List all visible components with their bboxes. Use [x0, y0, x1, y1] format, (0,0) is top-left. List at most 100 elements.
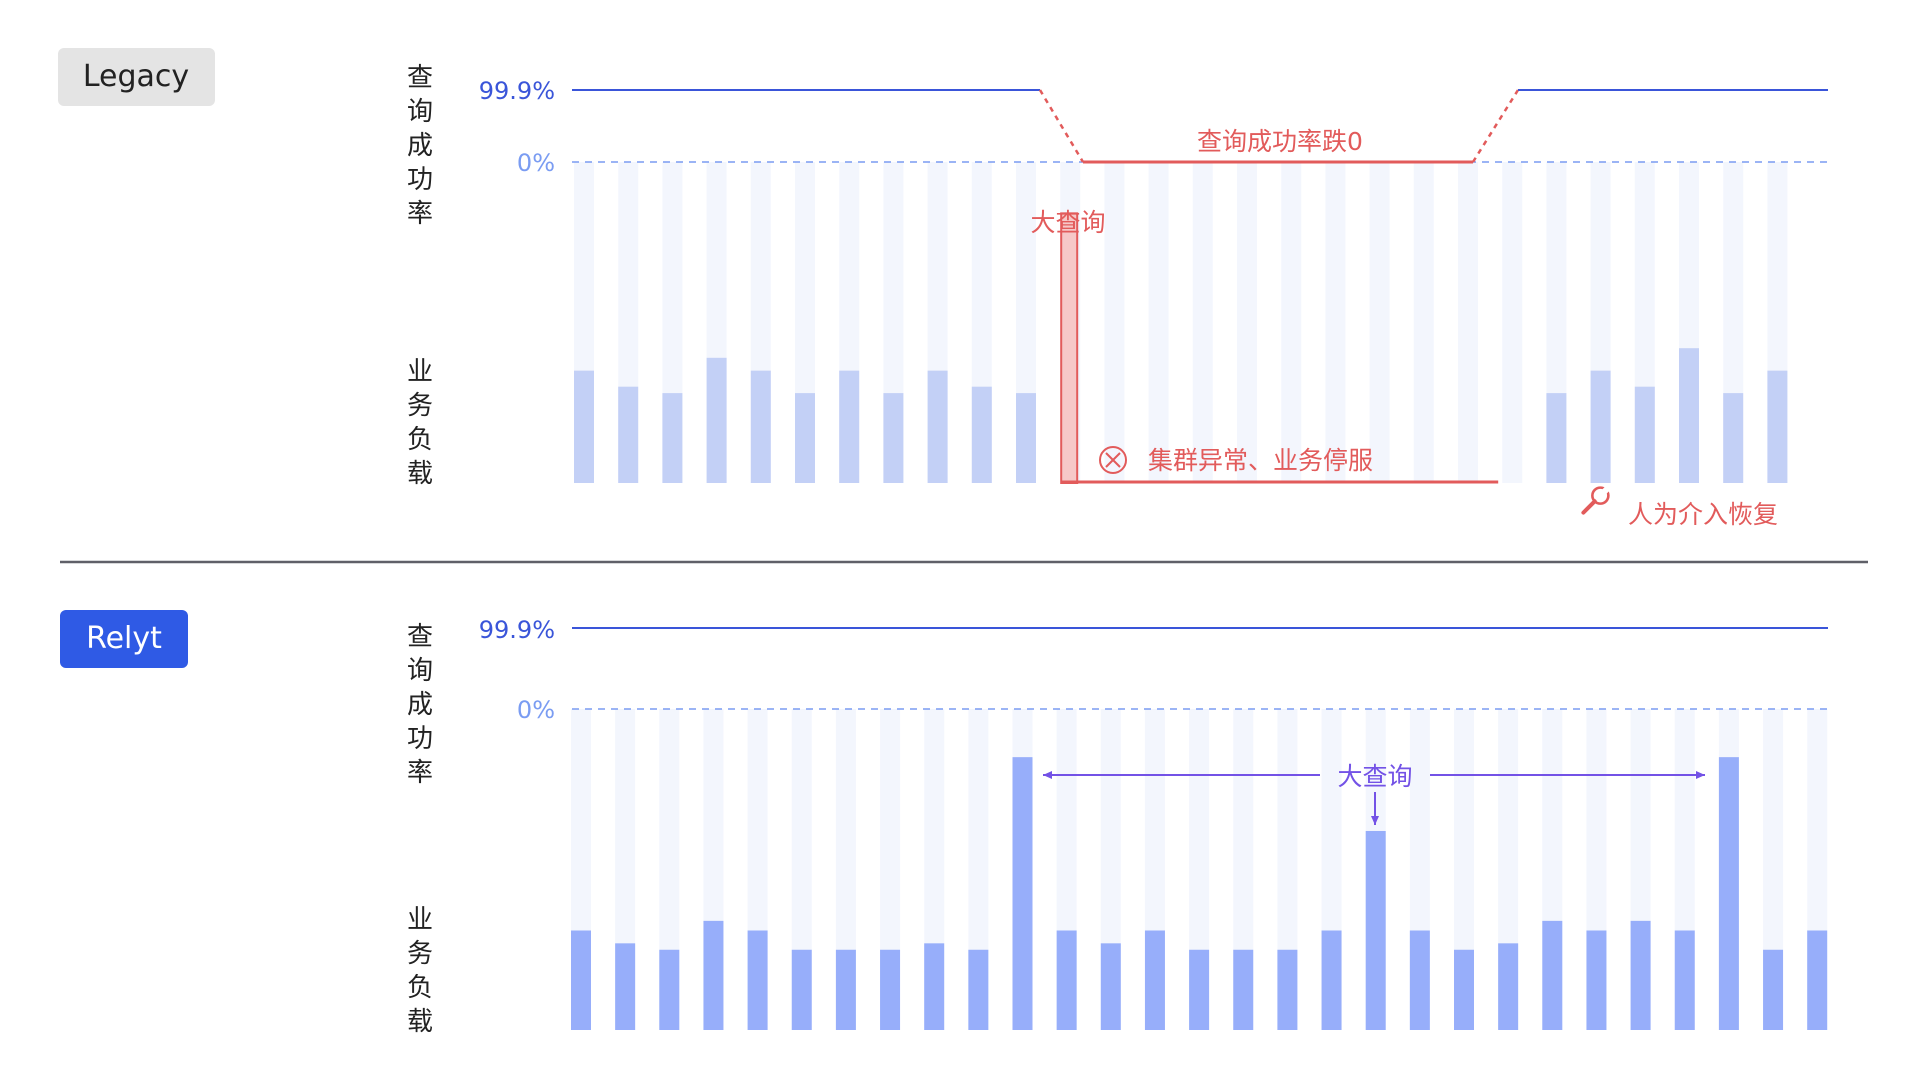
close-circle-icon — [1099, 446, 1127, 474]
relyt-bar — [1233, 949, 1254, 1030]
wrench-icon — [1581, 485, 1611, 515]
legacy-success-axis-label-char-3: 功 — [407, 165, 433, 195]
relyt-success-axis-label-char-3: 功 — [407, 724, 433, 754]
legacy-success-rise — [1471, 89, 1520, 163]
legacy-success-axis-label: 查询成功率 — [407, 63, 433, 229]
legacy-ghost-bar — [1237, 162, 1257, 483]
relyt-badge-label: Relyt — [86, 621, 162, 656]
legacy-load-bars — [574, 212, 1788, 485]
relyt-big-query-label: 大查询 — [1337, 762, 1412, 791]
legacy-bar — [927, 370, 948, 483]
legacy-ghost-bar — [1458, 162, 1478, 483]
relyt-bar — [1277, 949, 1298, 1030]
relyt-bar — [1454, 949, 1474, 1030]
legacy-badge-label: Legacy — [83, 59, 189, 94]
relyt-load-bars — [571, 757, 1828, 1030]
legacy-bar — [971, 386, 992, 483]
relyt-tick-99-9: 99.9% — [479, 616, 555, 644]
legacy-success-axis-label-char-0: 查 — [407, 63, 433, 93]
legacy-bar — [1016, 393, 1036, 483]
relyt-badge — [60, 610, 188, 668]
legacy-badge — [58, 48, 215, 106]
legacy-bar — [574, 370, 594, 483]
relyt-bar — [747, 930, 768, 1030]
relyt-bar — [615, 943, 636, 1030]
relyt-bar — [1100, 943, 1121, 1030]
relyt-bar — [1365, 830, 1386, 1030]
legacy-ghost-bar — [1281, 162, 1302, 483]
legacy-ghost-bar — [1148, 162, 1169, 483]
legacy-spike-bar — [1060, 212, 1079, 485]
legacy-bar — [1767, 370, 1788, 483]
legacy-bar — [1679, 348, 1699, 483]
relyt-tick-0: 0% — [517, 696, 555, 724]
legacy-bar — [618, 386, 639, 483]
legacy-bar — [662, 393, 683, 483]
legacy-load-axis-label-char-3: 载 — [407, 459, 433, 489]
legacy-ghost-bar — [1104, 162, 1125, 483]
relyt-bar — [1586, 930, 1607, 1030]
relyt-bar — [571, 930, 591, 1030]
relyt-bar — [1012, 757, 1033, 1030]
relyt-bar — [659, 949, 680, 1030]
legacy-success-drop — [1038, 89, 1085, 163]
legacy-ghost-bar — [1369, 162, 1390, 483]
legacy-drop-label: 查询成功率跌0 — [1197, 127, 1363, 156]
legacy-bar — [795, 393, 815, 483]
legacy-recovery-label: 人为介入恢复 — [1628, 500, 1778, 529]
relyt-load-axis-label-char-0: 业 — [407, 905, 433, 935]
legacy-load-axis-label-char-1: 务 — [407, 391, 433, 421]
relyt-bar — [1321, 930, 1342, 1030]
relyt-load-axis-label-char-3: 载 — [407, 1007, 433, 1037]
relyt-bar — [924, 943, 945, 1030]
legacy-spike-label: 大查询 — [1030, 208, 1105, 237]
legacy-bar — [883, 393, 904, 483]
legacy-success-axis-label-char-2: 成 — [407, 131, 433, 161]
legacy-load-axis-label-char-2: 负 — [407, 425, 433, 455]
relyt-bar — [1056, 930, 1077, 1030]
relyt-bar — [1674, 930, 1695, 1030]
legacy-ghost-bar — [1325, 162, 1346, 483]
relyt-success-axis-label-char-1: 询 — [407, 656, 433, 686]
legacy-ghost-bar — [1192, 162, 1213, 483]
relyt-bar — [1144, 930, 1165, 1030]
relyt-bar — [703, 920, 724, 1030]
relyt-bar — [1189, 949, 1210, 1030]
legacy-tick-99-9: 99.9% — [479, 77, 555, 105]
legacy-bar — [706, 357, 727, 483]
relyt-load-axis-label-char-1: 务 — [407, 939, 433, 969]
legacy-bar — [750, 370, 771, 483]
legacy-success-axis-label-char-4: 率 — [407, 199, 433, 229]
legacy-bar — [1590, 370, 1611, 483]
relyt-success-axis-label-char-2: 成 — [407, 690, 433, 720]
relyt-bar — [1718, 757, 1739, 1030]
relyt-success-axis-label-char-0: 查 — [407, 622, 433, 652]
relyt-bar — [835, 949, 856, 1030]
legacy-bar — [839, 370, 860, 483]
relyt-success-axis-label: 查询成功率 — [407, 622, 433, 788]
legacy-load-axis-label-char-0: 业 — [407, 357, 433, 387]
legacy-ghost-bar — [1502, 162, 1523, 483]
legacy-ghost-bar — [1413, 162, 1434, 483]
relyt-bar — [1763, 949, 1784, 1030]
relyt-success-axis-label-char-4: 率 — [407, 758, 433, 788]
relyt-bar — [1542, 920, 1563, 1030]
relyt-bar — [1807, 930, 1828, 1030]
relyt-bar — [1498, 943, 1519, 1030]
legacy-bar — [1634, 386, 1655, 483]
relyt-bar — [1409, 930, 1430, 1030]
legacy-outage-label: 集群异常、业务停服 — [1148, 446, 1373, 475]
legacy-success-rate-line — [572, 89, 1828, 164]
legacy-tick-0: 0% — [517, 149, 555, 177]
legacy-bar — [1546, 393, 1567, 483]
relyt-bar — [880, 949, 901, 1030]
relyt-bar — [791, 949, 812, 1030]
relyt-load-axis-label-char-2: 负 — [407, 973, 433, 1003]
relyt-bar — [968, 949, 989, 1030]
legacy-success-axis-label-char-1: 询 — [407, 97, 433, 127]
legacy-bar — [1723, 393, 1744, 483]
